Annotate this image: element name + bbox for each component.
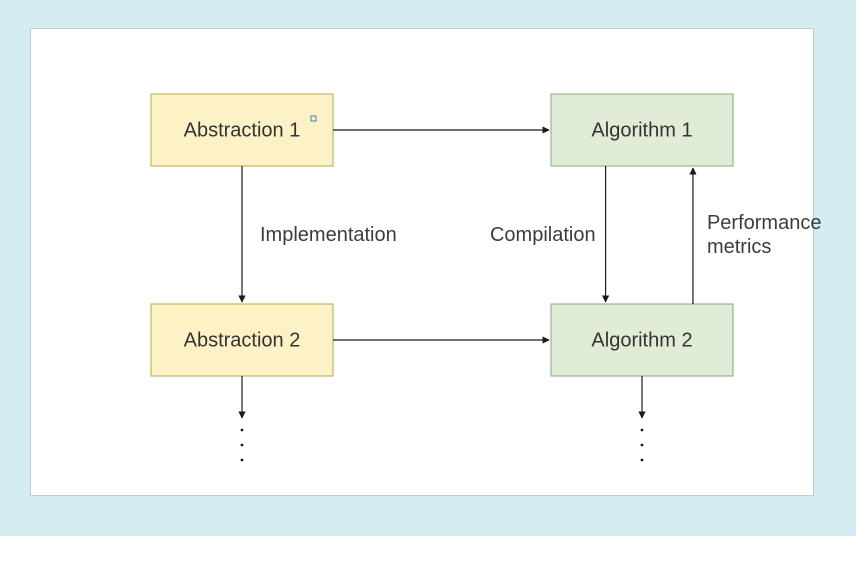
edge-label-performance-line1: Performance bbox=[707, 212, 822, 234]
edge-label-performance-line2: metrics bbox=[707, 236, 771, 258]
node-abstraction-2: Abstraction 2 bbox=[151, 304, 333, 376]
node-label-algorithm-1: Algorithm 1 bbox=[591, 119, 692, 141]
node-label-algorithm-2: Algorithm 2 bbox=[591, 329, 692, 351]
edge-label-compilation: Compilation bbox=[490, 224, 596, 246]
continuation-dots-right bbox=[641, 429, 644, 462]
diagram-inner: Abstraction 1 Algorithm 1 Abstraction 2 … bbox=[30, 28, 814, 496]
edge-label-implementation: Implementation bbox=[260, 224, 397, 246]
node-abstraction-1: Abstraction 1 bbox=[151, 94, 333, 166]
node-algorithm-1: Algorithm 1 bbox=[551, 94, 733, 166]
continuation-dots-left bbox=[241, 429, 244, 462]
diagram-svg: Abstraction 1 Algorithm 1 Abstraction 2 … bbox=[31, 29, 856, 565]
diagram-outer: Abstraction 1 Algorithm 1 Abstraction 2 … bbox=[0, 0, 856, 536]
node-label-abstraction-1: Abstraction 1 bbox=[184, 119, 301, 141]
node-label-abstraction-2: Abstraction 2 bbox=[184, 329, 301, 351]
node-algorithm-2: Algorithm 2 bbox=[551, 304, 733, 376]
